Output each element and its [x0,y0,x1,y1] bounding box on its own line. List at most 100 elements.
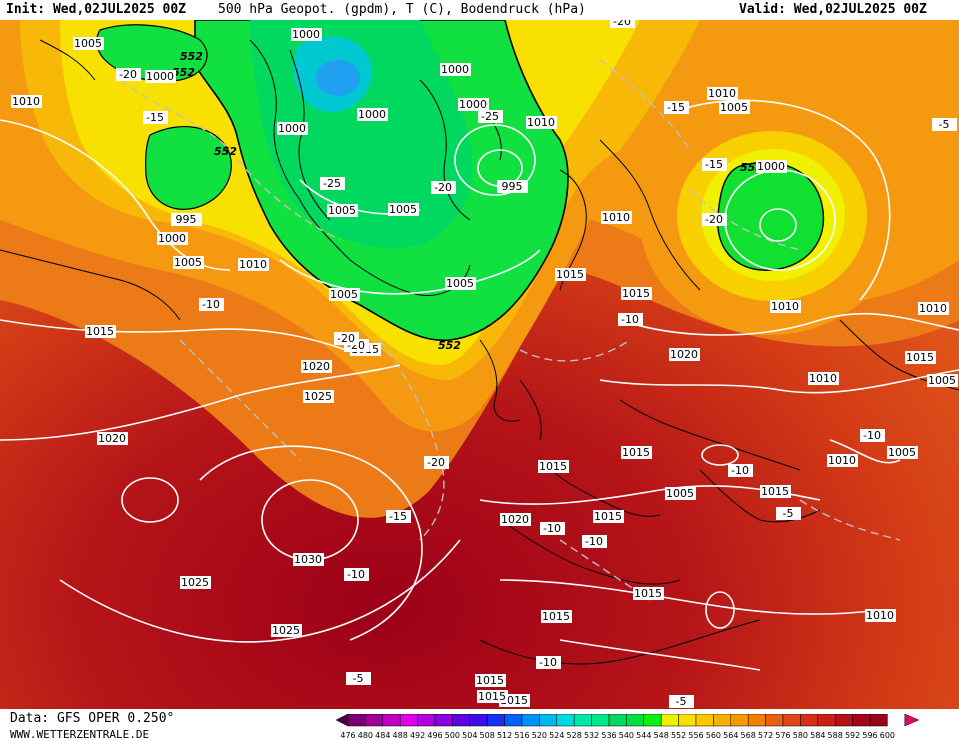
svg-text:-25: -25 [323,177,341,190]
legend-swatch [869,714,888,727]
pressure-label: 1005 [327,204,358,217]
geopot-label: 552 [214,145,237,158]
pressure-label: 1010 [865,609,896,622]
site-url: WWW.WETTERZENTRALE.DE [10,728,150,741]
isobars [0,99,959,671]
pressure-label: 1010 [808,372,839,385]
coastlines [0,39,959,665]
legend-value: 568 [741,731,756,740]
legend-value: 572 [758,731,773,740]
svg-text:1000: 1000 [358,108,386,121]
svg-text:-10: -10 [347,568,365,581]
pressure-label: 1015 [760,485,791,498]
legend-value: 488 [393,731,408,740]
svg-text:-10: -10 [863,429,881,442]
pressure-label: 1005 [388,203,419,216]
pressure-label: 1020 [669,348,700,361]
legend-swatch [904,714,920,727]
legend-swatch [800,714,819,727]
pressure-label: 1005 [445,277,476,290]
pressure-label: 1005 [329,288,360,301]
legend-swatch [417,714,436,727]
map-header: Init: Wed,02JUL2025 00Z 500 hPa Geopot. … [0,0,959,20]
nw-green-blob-2 [145,126,232,210]
svg-text:1015: 1015 [906,351,934,364]
pressure-label: 1015 [633,587,664,600]
legend-swatch [399,714,418,727]
temperature-label: -25 [320,177,345,190]
svg-text:-10: -10 [731,464,749,477]
svg-text:1005: 1005 [330,288,358,301]
legend-swatch [765,714,784,727]
pressure-label: 1010 [770,300,801,313]
legend-swatch [382,714,401,727]
svg-text:1015: 1015 [634,587,662,600]
svg-text:1000: 1000 [459,98,487,111]
legend-value: 484 [375,731,390,740]
legend-value: 596 [862,731,877,740]
legend-swatch [730,714,749,727]
legend-swatch [486,714,505,727]
legend-value: 480 [358,731,373,740]
svg-text:1005: 1005 [928,374,956,387]
legend-swatch [452,714,471,727]
legend-swatch [573,714,592,727]
geopot-label: 552 [180,50,203,63]
svg-text:1005: 1005 [389,203,417,216]
pressure-label: 1015 [555,268,586,281]
svg-text:1005: 1005 [174,256,202,269]
svg-text:1015: 1015 [594,510,622,523]
pressure-label: 1010 [918,302,949,315]
pressure-label: 1015 [85,325,116,338]
legend-value: 584 [810,731,825,740]
legend-swatch [817,714,836,727]
pressure-label: 1005 [887,446,918,459]
svg-text:1015: 1015 [478,690,506,703]
pressure-label: 1010 [827,454,858,467]
temperature-label: -10 [860,429,885,442]
legend-swatch [852,714,871,727]
svg-text:1010: 1010 [866,609,894,622]
legend-value: 528 [567,731,582,740]
svg-text:1005: 1005 [74,37,102,50]
temperature-label: -20 [116,68,141,81]
svg-text:1010: 1010 [602,211,630,224]
svg-text:-20: -20 [705,213,723,226]
pressure-label: 995 [171,213,202,226]
legend-value: 580 [793,731,808,740]
legend-swatch [336,714,349,727]
legend-value: 540 [619,731,634,740]
svg-text:1000: 1000 [158,232,186,245]
temperature-label: -20 [334,332,359,345]
nw-green-blob-1 [96,24,208,82]
svg-text:1015: 1015 [556,268,584,281]
pressure-label: 1015 [593,510,624,523]
temperature-label: -5 [932,118,957,131]
svg-text:1000: 1000 [757,160,785,173]
legend-swatch [695,714,714,727]
svg-text:1025: 1025 [304,390,332,403]
pressure-label: 1010 [526,116,557,129]
pressure-label: 1015 [475,674,506,687]
temperature-label: -10 [536,656,561,669]
legend-value: 524 [549,731,564,740]
pressure-label: 1005 [173,256,204,269]
temperature-label: -15 [386,510,411,523]
svg-text:1020: 1020 [670,348,698,361]
svg-text:-15: -15 [389,510,407,523]
temperature-label: -10 [344,568,369,581]
legend-value: 496 [427,731,442,740]
legend-swatch [747,714,766,727]
temperature-label: -5 [776,507,801,520]
pressure-label: 1015 [477,690,508,703]
svg-text:-5: -5 [676,695,687,708]
legend-value: 516 [514,731,529,740]
svg-text:1020: 1020 [501,513,529,526]
svg-text:-10: -10 [543,522,561,535]
legend-value: 576 [775,731,790,740]
pressure-label: 1000 [145,70,176,83]
legend-value: 552 [671,731,686,740]
temperature-label: -5 [669,695,694,708]
svg-text:-10: -10 [621,313,639,326]
legend-value: 536 [601,731,616,740]
